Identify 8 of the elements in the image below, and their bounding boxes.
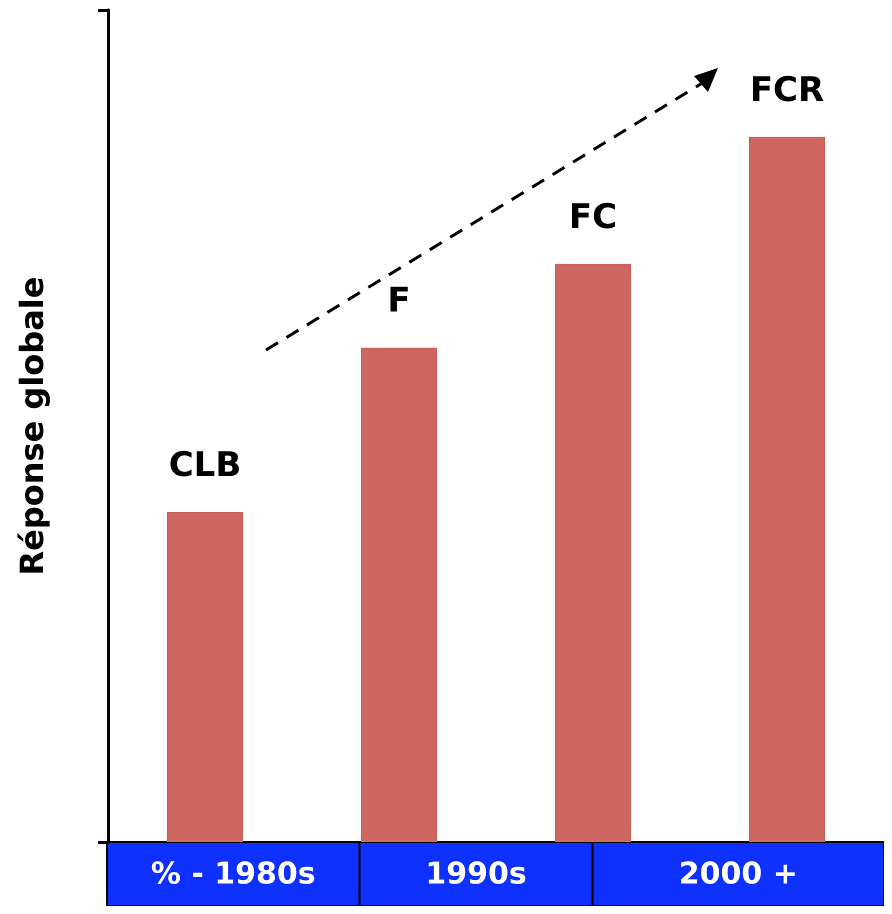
y-axis-title: Réponse globale: [13, 276, 51, 576]
text: % - 1980s: [150, 856, 316, 892]
x-tick-label: FC: [568, 196, 618, 237]
x-tick-label: F: [387, 280, 411, 321]
x-tick-label: CLB: [168, 445, 242, 486]
text: 1990s: [425, 856, 527, 892]
text: 2000 +: [678, 856, 798, 892]
x-tick-label: FCR: [750, 70, 824, 110]
